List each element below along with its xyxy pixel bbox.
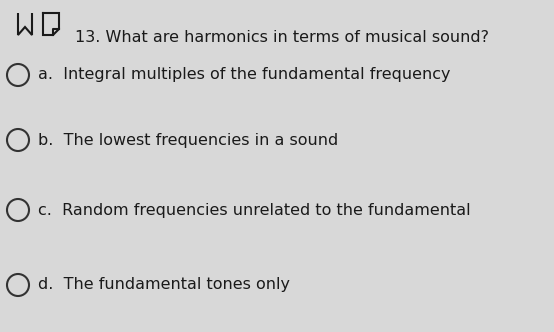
Text: b.  The lowest frequencies in a sound: b. The lowest frequencies in a sound [38,132,338,147]
Text: c.  Random frequencies unrelated to the fundamental: c. Random frequencies unrelated to the f… [38,203,471,217]
Text: 13. What are harmonics in terms of musical sound?: 13. What are harmonics in terms of music… [75,30,489,45]
Text: d.  The fundamental tones only: d. The fundamental tones only [38,278,290,292]
Text: a.  Integral multiples of the fundamental frequency: a. Integral multiples of the fundamental… [38,67,450,82]
